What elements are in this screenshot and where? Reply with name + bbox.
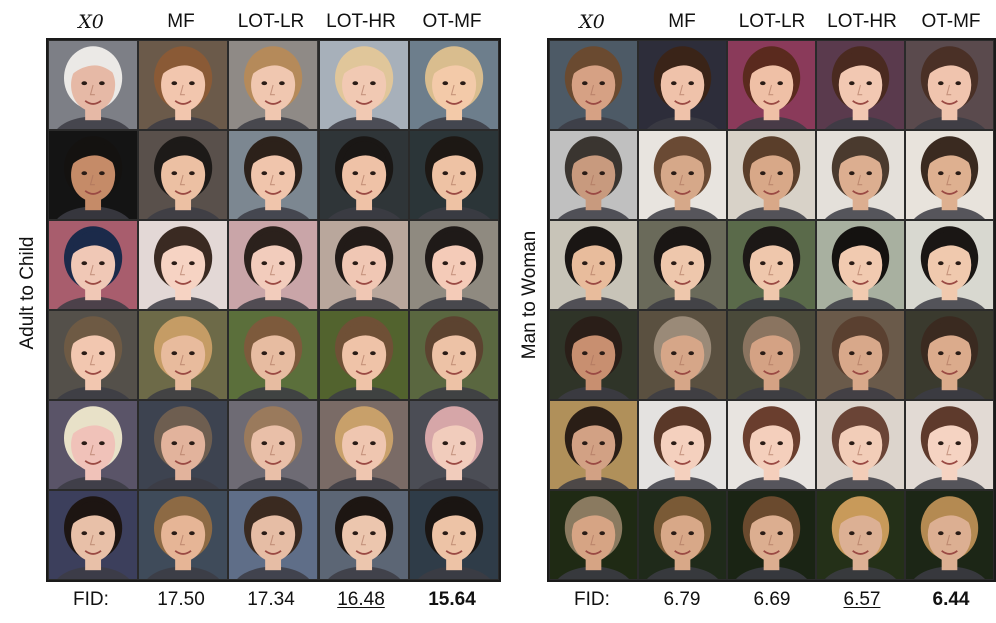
face-image-mf-row-1 — [138, 40, 229, 130]
face-image-x0-row-2 — [549, 130, 638, 220]
face-image-x0-row-4 — [549, 310, 638, 400]
face-image-x0-row-6 — [549, 490, 638, 580]
fid-value-ot-mf: 6.44 — [932, 589, 970, 610]
face-image-mf-row-1 — [638, 40, 727, 130]
col-header-lot-lr: LOT-LR — [237, 11, 305, 32]
col-header-x0: X0 — [78, 11, 104, 33]
face-image-ot-mf-row-6 — [408, 490, 499, 580]
fid-value-ot-mf: 15.64 — [428, 589, 476, 610]
fid-value-lot-hr: 16.48 — [337, 589, 385, 610]
face-image-x0-row-1 — [549, 40, 638, 130]
face-image-mf-row-5 — [638, 400, 727, 490]
face-image-ot-mf-row-3 — [408, 220, 499, 310]
face-image-mf-row-4 — [638, 310, 727, 400]
side-label-adult-to-child: Adult to Child — [17, 236, 38, 350]
face-image-lot-lr-row-6 — [228, 490, 319, 580]
face-image-lot-lr-row-2 — [727, 130, 816, 220]
fid-value-lot-hr: 6.57 — [843, 589, 881, 610]
face-image-lot-hr-row-3 — [816, 220, 905, 310]
face-image-lot-lr-row-3 — [228, 220, 319, 310]
face-image-mf-row-2 — [638, 130, 727, 220]
fid-value-mf: 17.50 — [157, 589, 205, 610]
face-image-lot-lr-row-1 — [727, 40, 816, 130]
col-header-lot-hr: LOT-HR — [827, 11, 897, 32]
face-image-ot-mf-row-1 — [905, 40, 994, 130]
image-grid-man-to-woman — [547, 38, 996, 582]
face-image-lot-hr-row-5 — [816, 400, 905, 490]
face-image-lot-hr-row-2 — [816, 130, 905, 220]
col-header-lot-lr: LOT-LR — [738, 11, 806, 32]
face-image-lot-hr-row-6 — [318, 490, 409, 580]
face-image-mf-row-4 — [138, 310, 229, 400]
face-image-x0-row-6 — [48, 490, 139, 580]
face-image-ot-mf-row-2 — [408, 130, 499, 220]
face-image-ot-mf-row-4 — [408, 310, 499, 400]
face-image-mf-row-6 — [138, 490, 229, 580]
col-header-mf: MF — [668, 11, 696, 32]
face-image-ot-mf-row-6 — [905, 490, 994, 580]
side-label-man-to-woman: Man to Woman — [519, 230, 540, 360]
face-image-lot-hr-row-5 — [318, 400, 409, 490]
face-image-ot-mf-row-2 — [905, 130, 994, 220]
face-image-lot-lr-row-1 — [228, 40, 319, 130]
fid-value-lot-lr: 6.69 — [753, 589, 791, 610]
face-image-lot-hr-row-1 — [816, 40, 905, 130]
col-header-x0: X0 — [579, 11, 605, 33]
face-image-lot-hr-row-4 — [816, 310, 905, 400]
face-image-mf-row-3 — [638, 220, 727, 310]
face-image-lot-lr-row-4 — [727, 310, 816, 400]
col-header-mf: MF — [167, 11, 195, 32]
face-image-mf-row-2 — [138, 130, 229, 220]
face-image-lot-hr-row-4 — [318, 310, 409, 400]
face-image-x0-row-2 — [48, 130, 139, 220]
col-header-lot-hr: LOT-HR — [326, 11, 396, 32]
col-header-ot-mf: OT-MF — [422, 11, 482, 32]
face-image-x0-row-5 — [549, 400, 638, 490]
face-image-lot-lr-row-6 — [727, 490, 816, 580]
fid-value-mf: 6.79 — [663, 589, 701, 610]
face-image-mf-row-5 — [138, 400, 229, 490]
face-image-ot-mf-row-4 — [905, 310, 994, 400]
face-image-lot-hr-row-6 — [816, 490, 905, 580]
face-image-lot-lr-row-5 — [727, 400, 816, 490]
face-image-x0-row-3 — [48, 220, 139, 310]
fid-label: FID: — [574, 589, 610, 610]
face-image-ot-mf-row-5 — [905, 400, 994, 490]
face-image-lot-hr-row-1 — [318, 40, 409, 130]
face-image-mf-row-6 — [638, 490, 727, 580]
face-image-mf-row-3 — [138, 220, 229, 310]
face-image-lot-lr-row-5 — [228, 400, 319, 490]
face-image-ot-mf-row-3 — [905, 220, 994, 310]
fid-value-lot-lr: 17.34 — [247, 589, 295, 610]
face-image-lot-hr-row-2 — [318, 130, 409, 220]
face-image-x0-row-5 — [48, 400, 139, 490]
face-image-lot-hr-row-3 — [318, 220, 409, 310]
fid-label: FID: — [73, 589, 109, 610]
face-image-x0-row-3 — [549, 220, 638, 310]
face-image-lot-lr-row-3 — [727, 220, 816, 310]
face-image-lot-lr-row-4 — [228, 310, 319, 400]
image-grid-adult-to-child — [46, 38, 501, 582]
face-image-ot-mf-row-1 — [408, 40, 499, 130]
face-image-x0-row-1 — [48, 40, 139, 130]
face-image-x0-row-4 — [48, 310, 139, 400]
face-image-ot-mf-row-5 — [408, 400, 499, 490]
face-image-lot-lr-row-2 — [228, 130, 319, 220]
col-header-ot-mf: OT-MF — [921, 11, 981, 32]
